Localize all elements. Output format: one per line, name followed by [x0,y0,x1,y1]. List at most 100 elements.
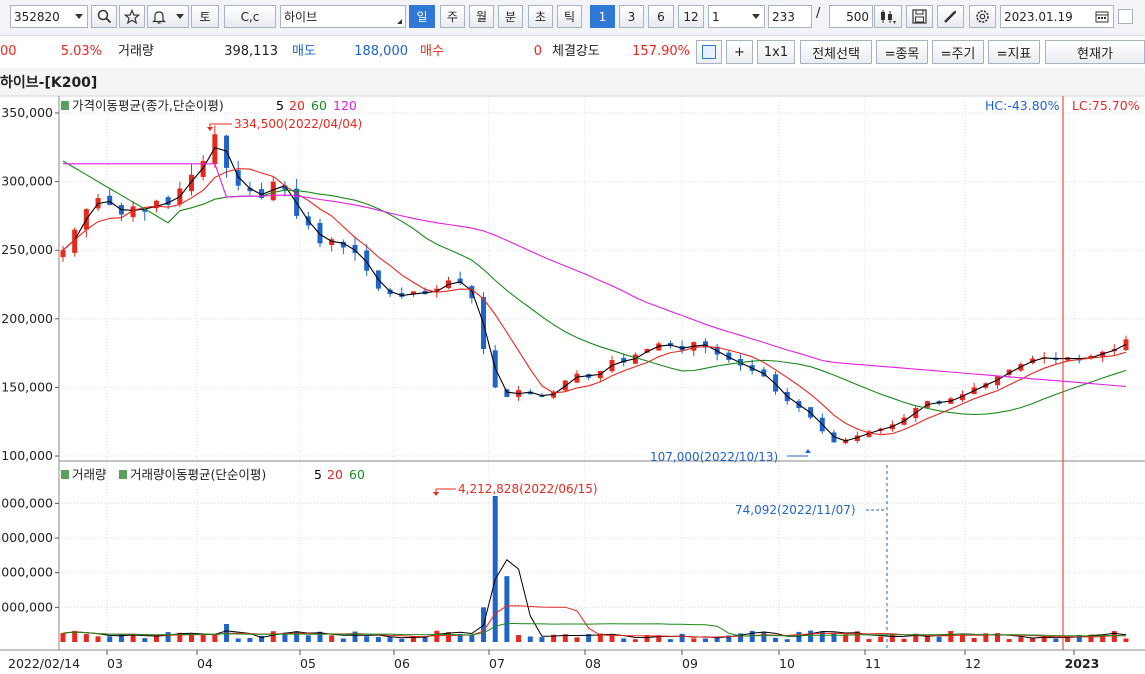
volume-bar [422,636,428,642]
volume-bar [562,634,568,642]
x-tick-label: 2022/02/14 [8,656,80,671]
tab-month[interactable]: 월 [469,5,494,28]
x-tick-label: 12 [965,656,981,671]
candle-body [259,189,265,199]
tab-second-label: 초 [534,10,547,24]
search-icon [97,9,111,24]
volume-bar [188,634,194,642]
price-y-tick-label: 100,000 [1,448,53,463]
candle-body [60,250,66,258]
toggle-box-button[interactable] [696,40,722,64]
multiplier-12[interactable]: 12 [678,5,704,28]
volume-bar [434,630,440,642]
count-b-field[interactable]: 500 [829,5,873,28]
volume-bar [165,632,171,642]
tab-week-label: 주 [446,10,459,24]
volume-y-axis: 4,000,000 3,000,000 2,000,000 1,000,000 [0,495,59,614]
chevron-down-icon [75,14,83,19]
price-ma-legend: 가격이동평균(종가,단순이평) [72,98,224,113]
volume-bar [773,637,779,642]
current-price-label: 현재가 [1077,46,1113,62]
volume-bar [492,496,498,642]
volume-bar [1076,634,1082,642]
add-button[interactable]: + [726,40,753,64]
volume-bar [516,635,522,642]
tab-day[interactable]: 일 [409,5,435,28]
unit-select[interactable]: 1 [708,5,765,28]
multiplier-12-label: 12 [683,9,699,24]
multiplier-6[interactable]: 6 [648,5,674,28]
stock-chart[interactable]: 하이브-[K200] 350,000 300,000 250,000 200,000 1… [0,68,1145,674]
volume-bar [527,636,533,642]
favorite-button[interactable] [119,5,145,28]
select-all-label: 전체선택 [812,46,860,62]
date-field[interactable]: 2023.01.19 [1000,5,1114,28]
candle-style-button[interactable] [874,5,902,28]
volume-bar [60,633,66,642]
count-a-field[interactable]: 233 [768,5,812,28]
volume-bar [586,634,592,642]
volume-bar [1123,638,1129,642]
multiplier-3[interactable]: 3 [619,5,644,28]
low-annotation: 107,000(2022/10/13) [650,449,811,464]
draw-tool-button[interactable] [937,5,964,28]
volume-y-tick-label: 3,000,000 [0,530,53,545]
volume-bar [901,638,907,642]
tab-day-label: 일 [416,10,428,24]
calendar-icon [1095,11,1109,23]
item-button[interactable]: =종목 [876,40,928,64]
volume-bar [574,637,580,642]
volume-bar [130,634,136,642]
volume-bar [726,635,732,642]
candle-body [165,197,171,205]
candle-body [107,195,113,205]
candle-body [959,394,965,401]
tab-week[interactable]: 주 [440,5,465,28]
select-all-button[interactable]: 전체선택 [800,40,872,64]
tab-second[interactable]: 초 [528,5,553,28]
volume-bar [282,632,288,642]
candle-body [317,223,323,244]
candle-body [761,369,767,377]
current-price-button[interactable]: 현재가 [1045,40,1145,64]
volume-bar [656,635,662,642]
vol-ma5-legend: 5 [314,467,322,482]
volume-bar [83,633,89,642]
period-button[interactable]: =주기 [932,40,984,64]
indicator-button[interactable]: =지표 [988,40,1040,64]
tab-minute[interactable]: 분 [498,5,523,28]
settings-button[interactable] [969,5,996,28]
x-tick-label: 05 [300,656,316,671]
save-button[interactable] [906,5,933,28]
volume-bar [971,637,977,642]
tab-tick[interactable]: 틱 [557,5,582,28]
volume-bar [329,635,335,642]
ma60-legend: 60 [311,98,327,113]
change-value: 00 [0,44,17,59]
volume-bar [714,636,720,642]
candle-body [188,174,194,192]
search-button[interactable] [91,5,117,28]
candle-body [656,343,662,351]
layout-1x1-button[interactable]: 1x1 [757,40,795,64]
volume-bar [679,633,685,642]
alert-button[interactable] [147,5,189,28]
x-tick-label: 11 [865,656,881,671]
stock-code-select[interactable]: 352820 [10,5,88,28]
price-legend: 가격이동평균(종가,단순이평) 5 20 60 120 [61,98,357,113]
sat-button[interactable]: 토 [191,5,219,28]
stock-name-field[interactable]: 하이브 [280,5,406,28]
stock-code: 352820 [14,9,60,24]
cc-button[interactable]: C,c [224,5,276,28]
candle-body [364,250,370,271]
volume-bar [305,635,311,642]
price-grid [0,96,1145,651]
volume-bar [819,631,825,642]
option-checkbox[interactable] [1118,9,1133,24]
multiplier-3-label: 3 [627,9,636,24]
volume-bar [1100,634,1106,642]
volume-point-annotation: 74,092(2022/11/07) [735,503,886,517]
volume-bar [177,632,183,642]
price-y-tick-label: 250,000 [1,242,53,257]
multiplier-1[interactable]: 1 [590,5,615,28]
